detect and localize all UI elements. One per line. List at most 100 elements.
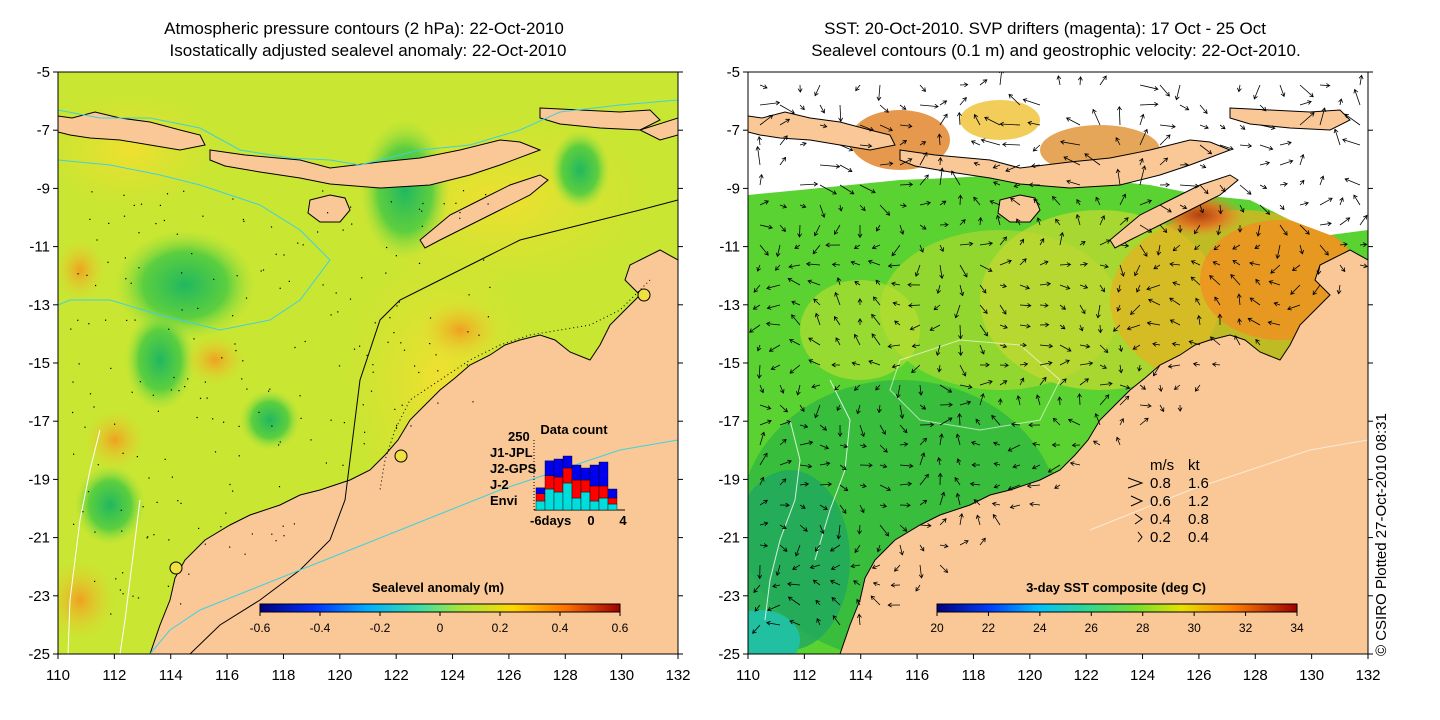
right-title-line1: SST: 20-Oct-2010. SVP drifters (magenta)… xyxy=(824,19,1266,38)
sla-tick-label: 0 xyxy=(437,621,444,635)
speed-legend-arrow xyxy=(1137,531,1143,543)
data-count-max: 250 xyxy=(508,429,530,444)
dc-bar-j2 xyxy=(562,467,573,484)
left-lon-label: 128 xyxy=(553,667,578,684)
right-title-line2: Sealevel contours (0.1 m) and geostrophi… xyxy=(811,41,1300,60)
left-lat-label: -25 xyxy=(28,646,50,663)
sst-tick-label: 20 xyxy=(930,621,944,635)
sla-tick-label: 0.2 xyxy=(492,621,509,635)
dc-bar-j2 xyxy=(571,479,582,499)
dc-xlabel-end: 4 xyxy=(619,513,627,528)
left-lon-label: 120 xyxy=(327,667,352,684)
dc-bar-envi xyxy=(571,497,582,511)
dc-bar-j1 xyxy=(580,467,591,481)
speed-legend: m/s kt 0.8 1.60.6 1.20.4 0.80.2 0.4 xyxy=(1127,457,1209,546)
left-lon-label: 124 xyxy=(440,667,465,684)
left-lat-label: -5 xyxy=(37,64,50,81)
left-lon-label: 112 xyxy=(102,667,126,684)
left-lat-label: -17 xyxy=(28,413,50,430)
timor-island xyxy=(419,174,549,249)
left-lat-label: -9 xyxy=(37,180,50,197)
right-lat-label: -19 xyxy=(718,471,740,488)
left-title-line1: Atmospheric pressure contours (2 hPa): 2… xyxy=(164,19,564,38)
sst-tick-label: 26 xyxy=(1085,621,1099,635)
dc-bar-envi xyxy=(598,497,609,511)
sumba-island xyxy=(307,194,351,223)
left-lat-label: -23 xyxy=(28,588,50,605)
speed-legend-kt-header: kt xyxy=(1188,457,1201,474)
speed-legend-kt: 0.8 xyxy=(1188,511,1209,528)
dc-legend-j-2: J-2 xyxy=(490,477,509,492)
dc-bar-envi xyxy=(535,500,546,511)
right-lat-label: -13 xyxy=(718,297,740,314)
speed-legend-ms: 0.2 xyxy=(1150,529,1171,546)
dc-bar-envi xyxy=(544,488,555,511)
dc-legend-envi: Envi xyxy=(490,493,517,508)
left-lon-label: 118 xyxy=(271,667,295,684)
right-lon-label: 124 xyxy=(1130,667,1155,684)
right-lon-label: 128 xyxy=(1243,667,1268,684)
sla-colorbar: Sealevel anomaly (m) -0.6 -0.4 -0.2 0 0.2 0.4… xyxy=(250,580,629,635)
dc-bar-j2 xyxy=(589,485,600,502)
right-lat-label: -21 xyxy=(718,530,740,547)
left-lon-label: 130 xyxy=(609,667,634,684)
right-lon-label: 114 xyxy=(849,667,873,684)
right-axes: -5 -7 -9 -11 -13 -15 -17 -19 -21 -23 -25 110 112 114 1… xyxy=(718,64,1380,684)
left-axes: -5 -7 -9 -11 -13 -15 -17 -19 -21 -23 -25 110 112 114 1… xyxy=(28,64,690,684)
right-lon-label: 130 xyxy=(1299,667,1324,684)
dc-bar-j2 xyxy=(544,475,555,490)
sst-tick-label: 22 xyxy=(982,621,996,635)
sst-velocity-map xyxy=(748,72,1368,654)
right-lat-label: -7 xyxy=(727,122,740,139)
dc-bar-j2 xyxy=(580,479,591,493)
right-lon-label: 116 xyxy=(905,667,929,684)
dc-bar-j1 xyxy=(535,487,546,494)
banda-islands xyxy=(539,107,661,131)
sla-tick-label: 0.6 xyxy=(612,621,629,635)
right-lon-label: 132 xyxy=(1355,667,1380,684)
right-lon-label: 110 xyxy=(736,667,760,684)
dc-legend-j2-gps: J2-GPS xyxy=(490,461,537,476)
speed-legend-kt: 1.6 xyxy=(1188,475,1209,492)
dc-xlabel-start: -6days xyxy=(530,513,571,528)
speed-legend-arrow xyxy=(1130,495,1144,507)
speed-legend-ms: 0.8 xyxy=(1150,475,1171,492)
dc-bar-envi xyxy=(553,491,564,511)
sst-tick-label: 32 xyxy=(1239,621,1253,635)
sla-tick-label: -0.2 xyxy=(370,621,391,635)
right-lat-label: -17 xyxy=(718,413,740,430)
dc-bar-j1 xyxy=(598,461,609,487)
sealevel-anomaly-map xyxy=(58,72,678,654)
sla-colorbar-title: Sealevel anomaly (m) xyxy=(372,580,504,595)
data-count-title: Data count xyxy=(540,422,608,437)
left-lon-label: 126 xyxy=(496,667,521,684)
right-lat-label: -11 xyxy=(719,239,740,256)
australia-coast xyxy=(149,249,678,654)
dc-bar-envi xyxy=(562,482,573,511)
speed-legend-arrow xyxy=(1134,513,1143,525)
dc-bar-j1 xyxy=(589,464,600,487)
java-island xyxy=(58,111,206,151)
speed-legend-arrow xyxy=(1127,477,1144,489)
sla-tick-label: -0.6 xyxy=(250,621,271,635)
dc-bar-envi xyxy=(589,500,600,511)
sst-colorbar-title: 3-day SST composite (deg C) xyxy=(1026,580,1206,595)
sla-tick-label: 0.4 xyxy=(552,621,569,635)
left-lon-label: 116 xyxy=(215,667,239,684)
dc-bar-j1 xyxy=(544,460,555,476)
dc-bar-j2 xyxy=(535,493,546,502)
left-lat-label: -19 xyxy=(28,471,50,488)
right-lon-label: 126 xyxy=(1186,667,1211,684)
dc-bar-envi xyxy=(607,503,618,511)
left-lat-label: -13 xyxy=(28,297,50,314)
dc-legend-j1-jpl: J1-JPL xyxy=(490,445,533,460)
speed-legend-kt: 1.2 xyxy=(1188,493,1209,510)
speed-legend-ms-header: m/s xyxy=(1150,457,1174,474)
right-lat-label: -23 xyxy=(718,588,740,605)
dc-bar-j1 xyxy=(607,488,618,499)
right-lat-label: -25 xyxy=(718,646,740,663)
left-lon-label: 110 xyxy=(46,667,70,684)
dc-bar-j1 xyxy=(562,455,573,469)
